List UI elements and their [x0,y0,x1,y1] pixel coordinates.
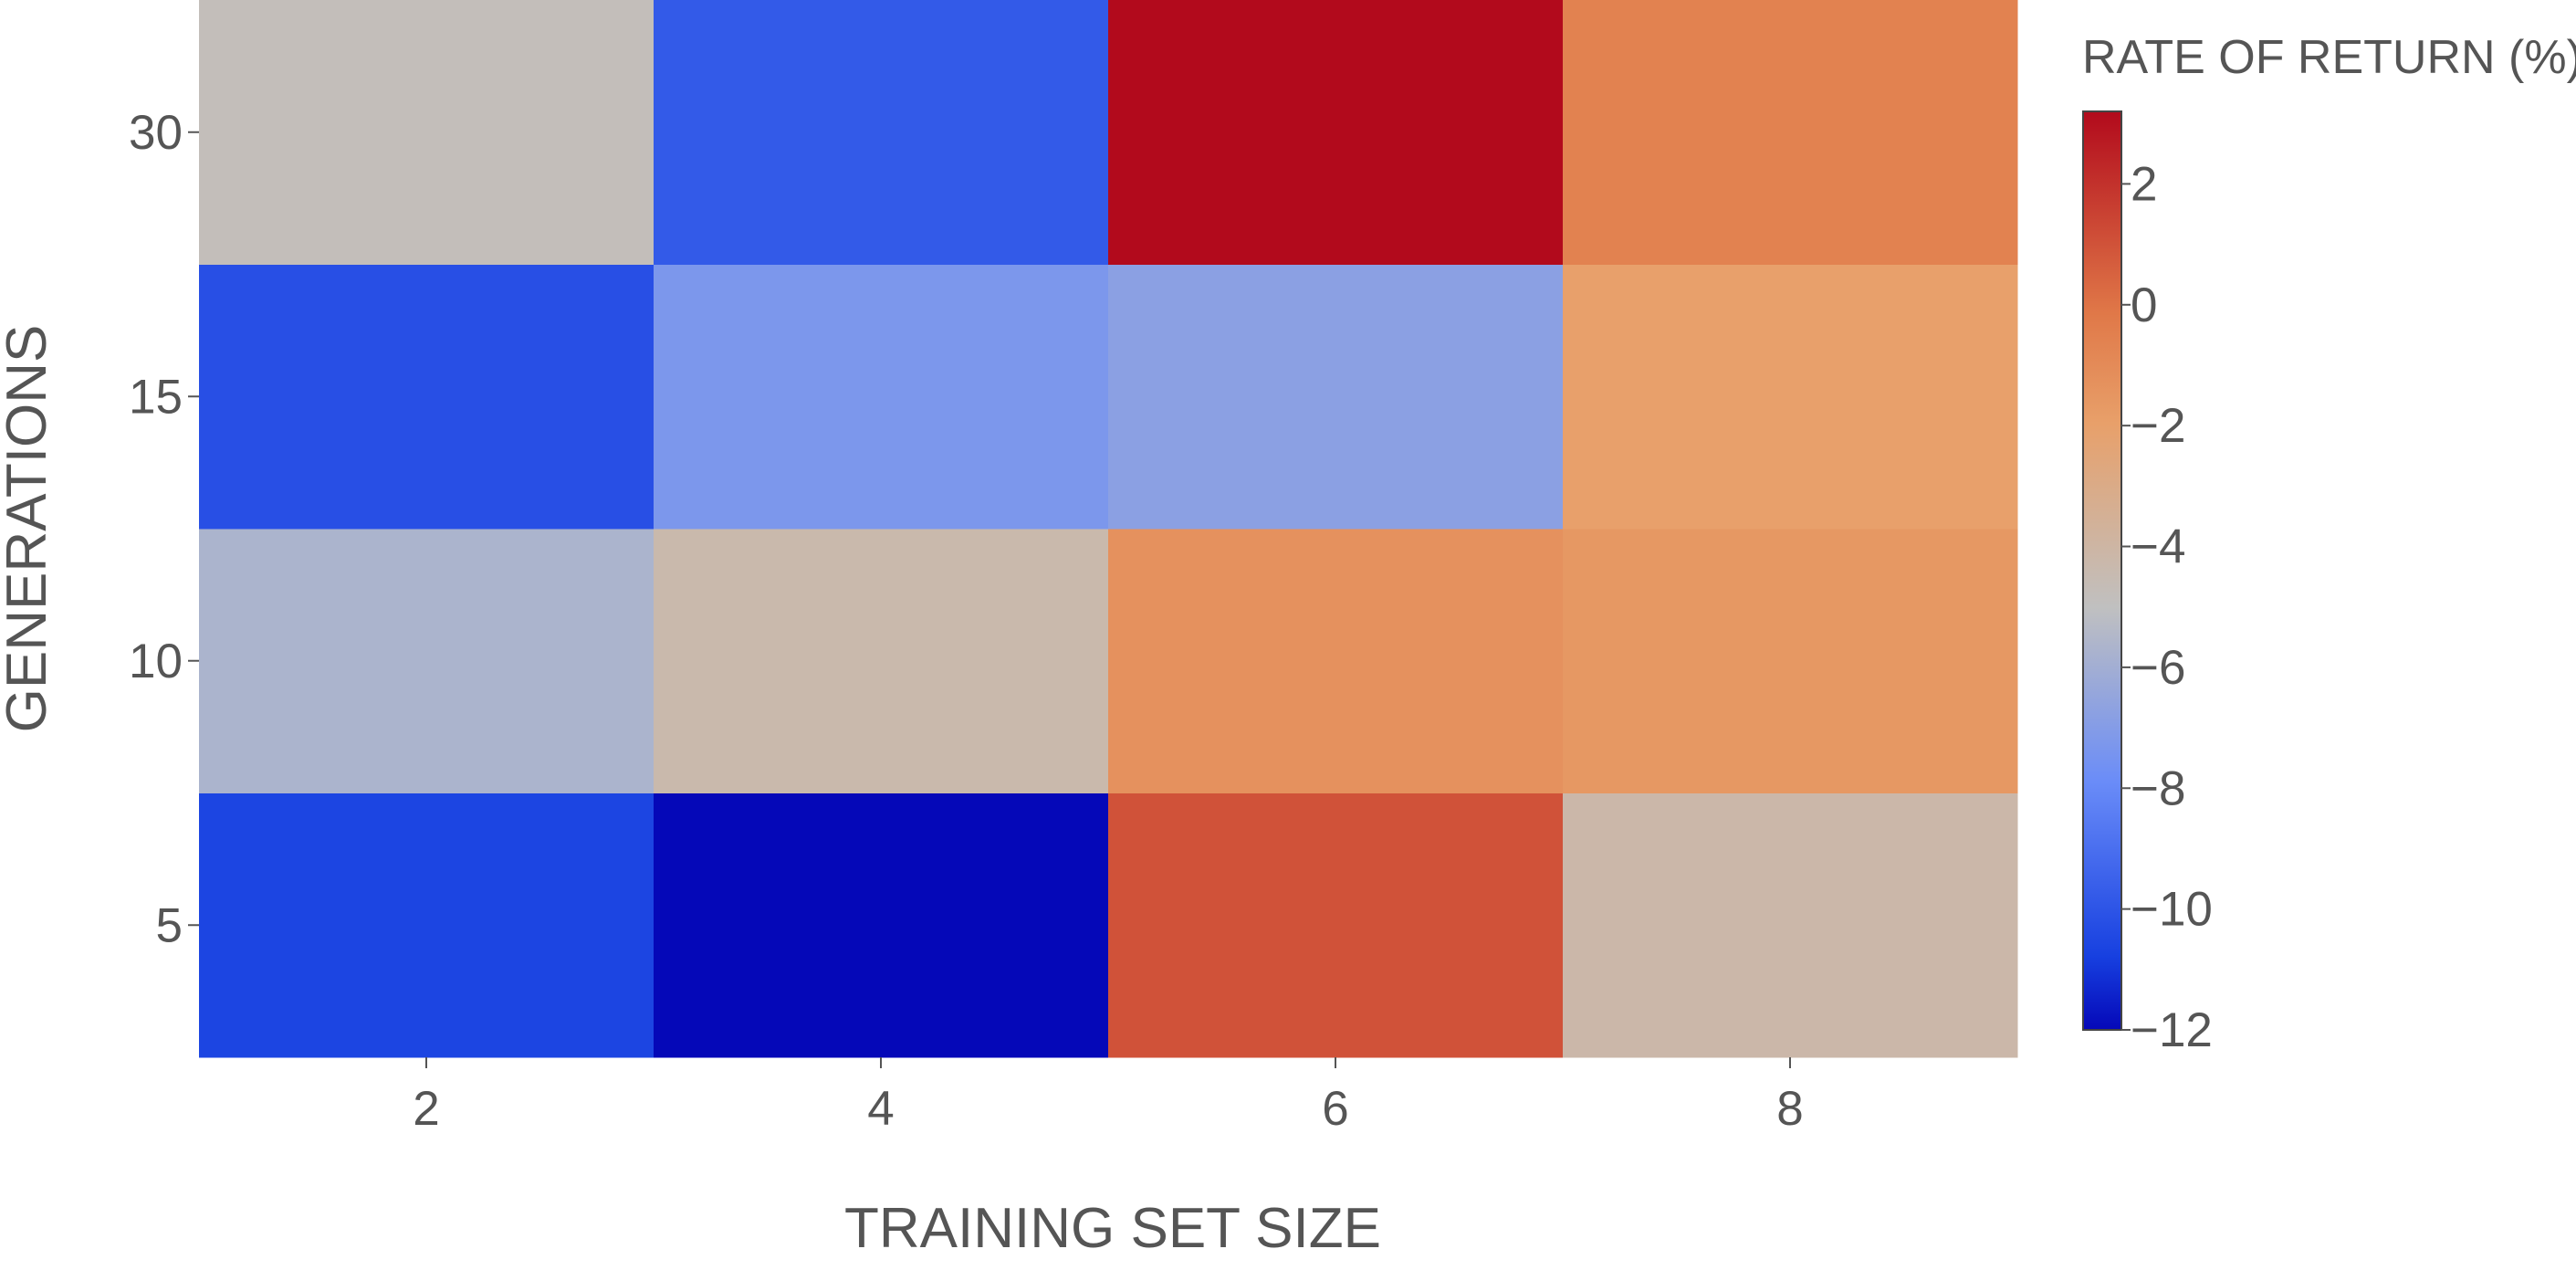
heatmap-cell [654,529,1109,793]
heatmap-cell [654,264,1109,530]
heatmap-cell [1108,0,1564,265]
y-tick-label: 5 [156,898,183,952]
heatmap-cell [1563,529,2018,793]
heatmap-cell [654,0,1109,265]
heatmap-cell [199,264,654,530]
heatmap-cell [1108,264,1564,530]
colorbar-gradient [2082,110,2122,1031]
y-tick-label: 15 [129,370,183,424]
colorbar-ticks: 2 0 −2 −4 −6 −8 −10 −12 [2121,157,2213,1057]
colorbar-tick-label: 2 [2131,157,2157,211]
y-tick-label: 10 [129,635,183,688]
heatmap-cell [654,792,1109,1058]
heatmap-cell [199,529,654,793]
y-axis: 5 10 15 30 [129,106,199,952]
heatmap-cell [1563,264,2018,530]
colorbar: RATE OF RETURN (%) 2 0 −2 −4 −6 −8 −10 −12 [2082,31,2576,1057]
heatmap-cells [199,0,2018,1058]
colorbar-tick-label: −12 [2131,1003,2213,1057]
x-axis: 2 4 6 8 [413,1057,1804,1136]
colorbar-tick-label: 0 [2131,278,2157,332]
colorbar-title: RATE OF RETURN (%) [2082,31,2576,84]
heatmap-cell [1563,0,2018,265]
y-tick-label: 30 [129,106,183,160]
colorbar-tick-label: −8 [2131,761,2185,815]
x-tick-label: 2 [413,1082,439,1136]
heatmap-cell [199,792,654,1058]
colorbar-tick-label: −2 [2131,399,2185,453]
x-tick-label: 6 [1322,1082,1348,1136]
x-tick-label: 4 [867,1082,894,1136]
heatmap-cell [1563,792,2018,1058]
heatmap-cell [1108,529,1564,793]
heatmap-cell [199,0,654,265]
colorbar-tick-label: −4 [2131,520,2185,574]
colorbar-tick-label: −10 [2131,883,2213,937]
x-tick-label: 8 [1776,1082,1803,1136]
x-axis-title: TRAINING SET SIZE [844,1197,1381,1260]
heatmap-cell [1108,792,1564,1058]
colorbar-tick-label: −6 [2131,641,2185,695]
y-axis-title: GENERATIONS [0,325,58,733]
